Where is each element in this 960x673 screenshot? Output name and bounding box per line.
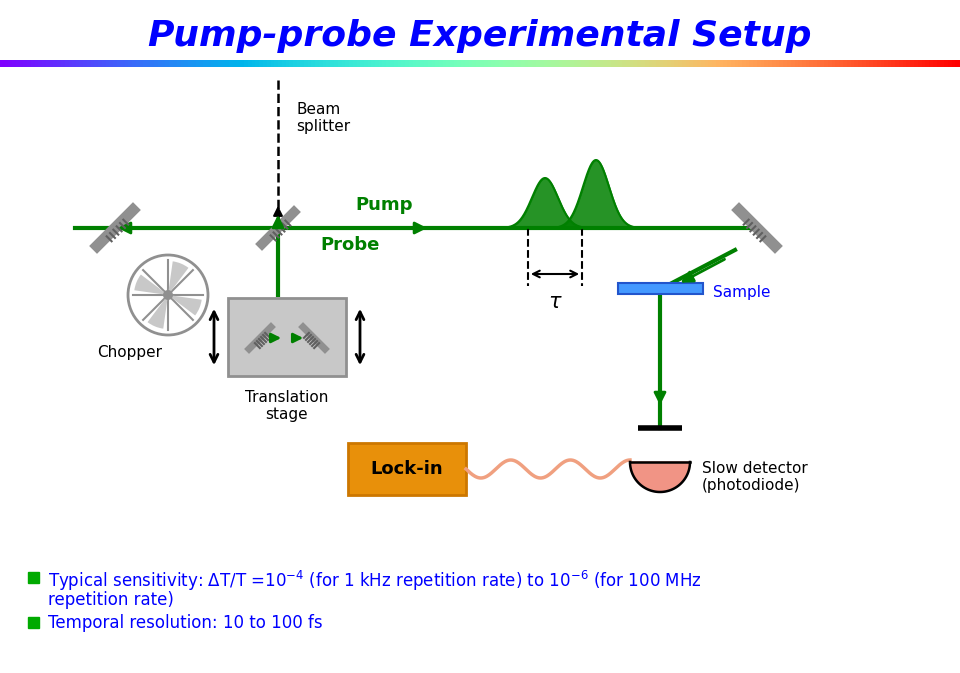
Circle shape	[163, 290, 173, 300]
Text: Lock-in: Lock-in	[371, 460, 444, 478]
Text: Chopper: Chopper	[98, 345, 162, 360]
Text: Slow detector
(photodiode): Slow detector (photodiode)	[702, 461, 807, 493]
Wedge shape	[168, 295, 202, 316]
FancyBboxPatch shape	[28, 616, 39, 627]
Text: repetition rate): repetition rate)	[48, 591, 174, 609]
FancyBboxPatch shape	[617, 283, 703, 293]
Text: Probe: Probe	[320, 236, 379, 254]
Text: Pump-probe Experimental Setup: Pump-probe Experimental Setup	[148, 19, 812, 53]
Text: Translation
stage: Translation stage	[246, 390, 328, 423]
Text: Sample: Sample	[712, 285, 770, 301]
Text: $\tau$: $\tau$	[547, 292, 563, 312]
Wedge shape	[134, 275, 168, 295]
Polygon shape	[630, 462, 690, 492]
FancyBboxPatch shape	[228, 298, 346, 376]
Text: Temporal resolution: 10 to 100 fs: Temporal resolution: 10 to 100 fs	[48, 614, 323, 632]
FancyBboxPatch shape	[28, 571, 39, 583]
Text: Beam
splitter: Beam splitter	[296, 102, 350, 134]
Wedge shape	[168, 261, 188, 295]
Text: Pump: Pump	[355, 196, 413, 214]
FancyBboxPatch shape	[348, 443, 466, 495]
Wedge shape	[148, 295, 168, 328]
Text: Typical sensitivity: $\Delta$T/T =10$^{-4}$ (for 1 kHz repetition rate) to 10$^{: Typical sensitivity: $\Delta$T/T =10$^{-…	[48, 569, 702, 593]
